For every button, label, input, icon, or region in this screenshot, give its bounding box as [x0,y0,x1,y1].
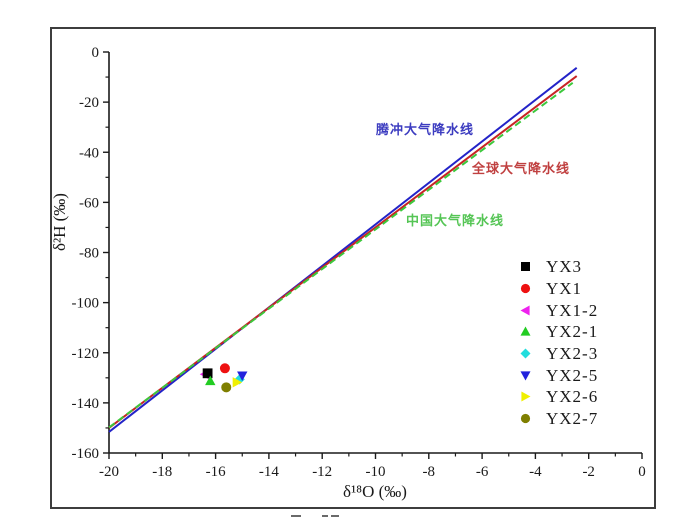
x-tick-label: -14 [259,464,279,480]
legend-row-yx2-7: YX2-7 [518,408,598,430]
meteoric-water-line [108,67,578,433]
y-tick-label: -40 [79,145,99,161]
circle-marker-icon [520,414,531,424]
y-tick-label: -140 [72,396,100,412]
y-tick-label: 0 [92,45,100,61]
y-axis-label: δ²H (‰) [50,193,69,251]
legend-label: YX1 [546,279,583,299]
rect [521,262,530,272]
data-point-yx2-5 [237,371,248,382]
polygon [520,348,531,359]
polygon [520,371,531,381]
legend-label: YX3 [546,257,583,277]
legend-label: YX2-7 [546,409,599,429]
line-label-china-mwl: 中国大气降水线 [406,214,505,229]
cropped-caption-mark [331,515,339,517]
data-point-yx2-1 [205,375,216,386]
y-tick-label: -120 [72,346,100,362]
legend-label: YX2-3 [546,344,599,364]
x-axis-label: δ¹⁸O (‰) [343,482,407,501]
data-point-yx2-6 [232,377,243,388]
x-tick-label: -18 [152,464,172,480]
triangle-up-marker-icon [520,326,531,337]
legend-row-yx1-2: YX1-2 [518,299,598,321]
circle [520,414,531,424]
cropped-caption-mark [291,515,301,517]
legend-label: YX1-2 [546,300,599,320]
x-tick-label: -8 [423,464,436,480]
y-tick-label: -80 [79,246,99,262]
triangle-left-marker-icon [520,305,530,316]
data-point-yx1 [219,363,230,374]
polygon [520,305,530,316]
x-tick-label: -12 [312,464,332,480]
circle-marker-icon [520,283,531,294]
legend: YX3 YX1 YX1-2 YX2-1 YX2-3 YX2-5 YX2-6 YX2-7 [518,256,598,430]
x-tick-label: -20 [99,464,119,480]
legend-row-yx2-5: YX2-5 [518,364,598,386]
meteoric-water-line [108,82,574,429]
x-tick-label: -10 [366,464,386,480]
legend-label: YX2-5 [546,365,599,385]
x-tick-label: -16 [206,464,226,480]
y-tick-label: -20 [79,95,99,111]
polygon [521,391,531,402]
y-tick-label: -100 [72,296,100,312]
figure-frame [50,27,656,509]
cropped-caption-mark [322,515,328,517]
y-tick-label: -160 [72,446,100,462]
line-label-global-mwl: 全球大气降水线 [472,162,571,177]
legend-row-yx2-3: YX2-3 [518,343,598,365]
triangle-right-marker-icon [521,391,531,402]
diamond-marker-icon [520,348,531,359]
circle [520,283,531,294]
x-tick-label: -2 [582,464,595,480]
y-tick-label: -60 [79,195,99,211]
legend-row-yx2-1: YX2-1 [518,321,598,343]
x-tick-label: -4 [529,464,542,480]
legend-row-yx3: YX3 [518,256,598,278]
data-point-yx2-7 [221,382,232,393]
legend-label: YX2-1 [546,322,599,342]
data-point-yx3 [202,368,213,379]
square-marker-icon [521,262,530,272]
triangle-down-marker-icon [520,371,531,381]
polygon [520,326,531,337]
meteoric-water-line [108,75,578,429]
x-tick-label: 0 [638,464,646,480]
legend-row-yx2-6: YX2-6 [518,386,598,408]
legend-row-yx1: YX1 [518,278,598,300]
x-tick-label: -6 [476,464,489,480]
legend-label: YX2-6 [546,387,599,407]
line-label-tengchong-mwl: 腾冲大气降水线 [376,123,475,138]
